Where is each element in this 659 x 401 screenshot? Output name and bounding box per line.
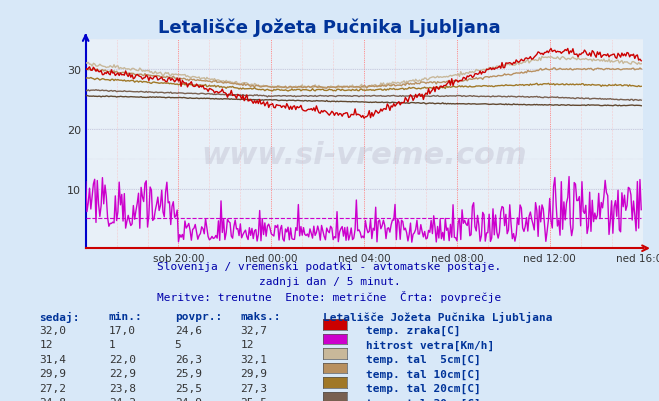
Text: 24,8: 24,8 xyxy=(40,397,67,401)
Text: 23,8: 23,8 xyxy=(109,383,136,393)
Text: Meritve: trenutne  Enote: metrične  Črta: povprečje: Meritve: trenutne Enote: metrične Črta: … xyxy=(158,290,501,302)
Text: 26,3: 26,3 xyxy=(175,354,202,364)
Text: 32,7: 32,7 xyxy=(241,325,268,335)
Text: 25,9: 25,9 xyxy=(175,369,202,379)
Text: 12: 12 xyxy=(241,340,254,350)
Text: 29,9: 29,9 xyxy=(40,369,67,379)
Text: min.:: min.: xyxy=(109,311,142,321)
Text: 32,0: 32,0 xyxy=(40,325,67,335)
Text: 1: 1 xyxy=(109,340,115,350)
Text: Letališče Jožeta Pučnika Ljubljana: Letališče Jožeta Pučnika Ljubljana xyxy=(158,18,501,36)
Text: 12: 12 xyxy=(40,340,53,350)
Text: 27,2: 27,2 xyxy=(40,383,67,393)
Text: maks.:: maks.: xyxy=(241,311,281,321)
Text: 31,4: 31,4 xyxy=(40,354,67,364)
Text: temp. tal 10cm[C]: temp. tal 10cm[C] xyxy=(366,369,480,379)
Text: temp. tal  5cm[C]: temp. tal 5cm[C] xyxy=(366,354,480,364)
Text: temp. tal 30cm[C]: temp. tal 30cm[C] xyxy=(366,397,480,401)
Text: 25,5: 25,5 xyxy=(175,383,202,393)
Text: Letališče Jožeta Pučnika Ljubljana: Letališče Jožeta Pučnika Ljubljana xyxy=(323,311,552,322)
Text: temp. tal 20cm[C]: temp. tal 20cm[C] xyxy=(366,383,480,393)
Text: 22,0: 22,0 xyxy=(109,354,136,364)
Text: www.si-vreme.com: www.si-vreme.com xyxy=(201,140,527,169)
Text: 32,1: 32,1 xyxy=(241,354,268,364)
Text: 24,6: 24,6 xyxy=(175,325,202,335)
Text: 24,9: 24,9 xyxy=(175,397,202,401)
Text: hitrost vetra[Km/h]: hitrost vetra[Km/h] xyxy=(366,340,494,350)
Text: 5: 5 xyxy=(175,340,181,350)
Text: 17,0: 17,0 xyxy=(109,325,136,335)
Text: Slovenija / vremenski podatki - avtomatske postaje.: Slovenija / vremenski podatki - avtomats… xyxy=(158,261,501,271)
Text: 22,9: 22,9 xyxy=(109,369,136,379)
Text: povpr.:: povpr.: xyxy=(175,311,222,321)
Text: 27,3: 27,3 xyxy=(241,383,268,393)
Text: zadnji dan / 5 minut.: zadnji dan / 5 minut. xyxy=(258,276,401,286)
Text: 25,5: 25,5 xyxy=(241,397,268,401)
Text: sedaj:: sedaj: xyxy=(40,311,80,322)
Text: temp. zraka[C]: temp. zraka[C] xyxy=(366,325,460,335)
Text: 24,2: 24,2 xyxy=(109,397,136,401)
Text: 29,9: 29,9 xyxy=(241,369,268,379)
